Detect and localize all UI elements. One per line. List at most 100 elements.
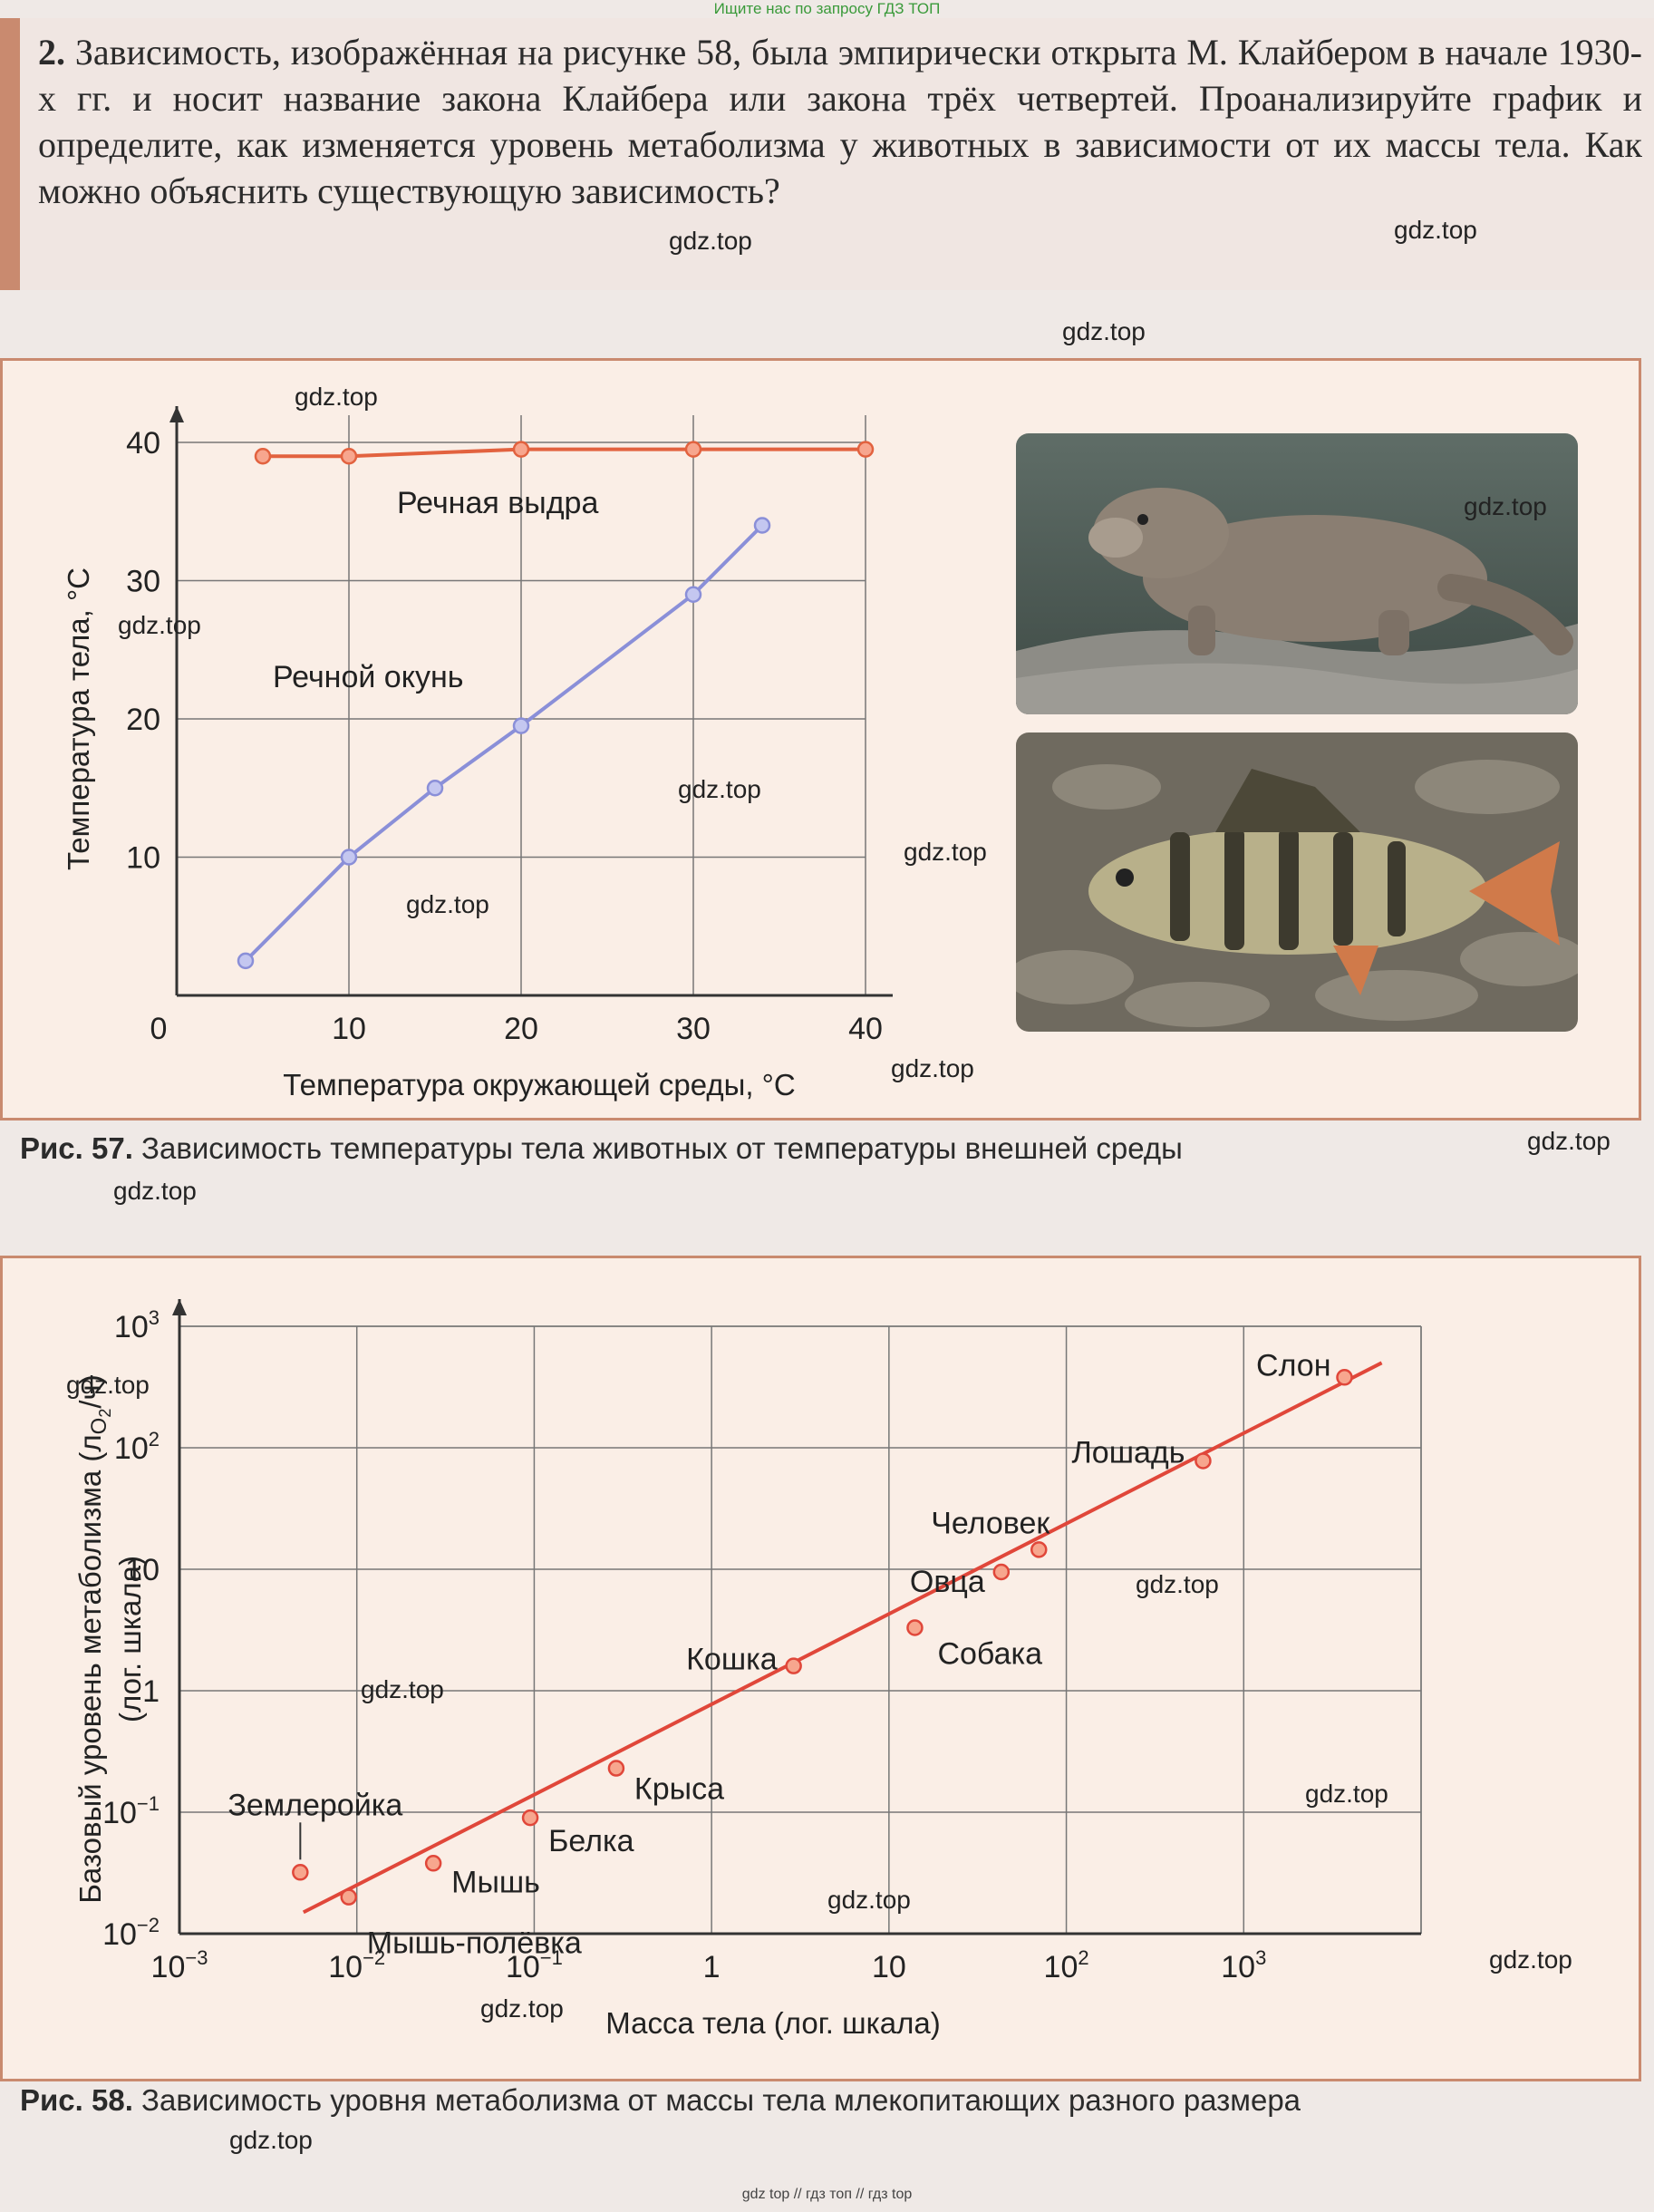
task-body: Зависимость, изображённая на рисунке 58,…: [38, 32, 1643, 211]
data-point: [512, 441, 530, 458]
figure-58-caption-number: Рис. 58.: [20, 2083, 133, 2117]
y-tick-label: 20: [126, 703, 160, 737]
y-tick-label: 30: [126, 565, 160, 599]
figure-58-caption-text: Зависимость уровня метаболизма от массы …: [141, 2083, 1301, 2117]
data-point: [785, 1657, 802, 1674]
otter-illustration: [1016, 433, 1578, 714]
y-tick-base: 10: [102, 1796, 137, 1830]
figure-58-chart: 10−3 10−2 10−1 1 10 102 10310−210−1110102103Ма…: [73, 1299, 1422, 2040]
y-tick-label: 10−1: [102, 1792, 160, 1830]
y-tick-base: 1: [142, 1674, 160, 1709]
y-tick-label: 10: [126, 841, 160, 876]
y-axis-label: Температура тела, °C: [62, 568, 95, 870]
watermark: gdz.top: [113, 1177, 197, 1205]
figure-57-caption: Рис. 57. Зависимость температуры тела жи…: [20, 1131, 1183, 1166]
otter-photo: [1016, 433, 1578, 714]
data-point: [521, 1809, 539, 1827]
header-note: Ищите нас по запросу ГДЗ ТОП: [713, 0, 941, 17]
y-tick-base: 10: [125, 1553, 160, 1587]
y-tick-exponent: −2: [137, 1914, 160, 1936]
y-axis-label-end: /ч): [73, 1374, 107, 1408]
point-label: Слон: [1256, 1348, 1330, 1382]
x-axis-label: Масса тела (лог. шкала): [605, 2006, 940, 2040]
x-tick-label: 30: [676, 1012, 711, 1046]
watermark: gdz.top: [295, 383, 378, 411]
x-tick-base: 1: [703, 1950, 721, 1984]
y-tick-base: 10: [102, 1917, 137, 1952]
y-tick-label: 10: [125, 1553, 160, 1587]
x-tick-label: 1: [703, 1950, 721, 1984]
x-tick-label: 10: [872, 1950, 906, 1984]
x-tick-exponent: 2: [1078, 1946, 1088, 1969]
watermark: gdz.top: [66, 1371, 150, 1399]
figure-57-panel: 0 10 20 30 40 10 20 30 40 Температура окружающей …: [0, 358, 1641, 1121]
point-label: Крыса: [634, 1772, 724, 1807]
data-point: [340, 849, 358, 866]
x-tick-label: 10−2: [328, 1946, 385, 1984]
data-point: [856, 441, 875, 458]
x-tick-label: 10: [332, 1012, 366, 1046]
watermark: gdz.top: [118, 611, 201, 639]
x-tick-label: 40: [848, 1012, 883, 1046]
watermark: gdz.top: [904, 838, 987, 866]
perch-photo: [1016, 732, 1578, 1032]
y-axis-label-line1: Базовый уровень метаболизма (лО2/ч): [73, 1374, 114, 1903]
watermark: gdz.top: [1489, 1945, 1572, 1974]
y-tick-base: 10: [114, 1431, 149, 1466]
x-tick-base: 10: [328, 1950, 363, 1984]
footer-note: gdz top // гдз топ // гдз top: [741, 2187, 913, 2202]
figure-58-caption: Рис. 58. Зависимость уровня метаболизма …: [20, 2079, 1488, 2122]
watermark: gdz.top: [1136, 1570, 1219, 1598]
point-label: Собака: [937, 1637, 1042, 1672]
task-text: 2. Зависимость, изображённая на рисунке …: [38, 29, 1642, 214]
data-point: [992, 1563, 1011, 1581]
watermark: gdz.top: [678, 775, 761, 803]
x-tick-label: 103: [1221, 1946, 1266, 1984]
point-label: Белка: [548, 1824, 634, 1858]
y-axis-label-text: Базовый уровень метаболизма (л: [73, 1434, 107, 1903]
x-tick-label: 10−3: [151, 1946, 208, 1984]
watermark: gdz.top: [406, 890, 489, 918]
x-tick-exponent: −1: [540, 1946, 563, 1969]
series-line: [244, 524, 764, 963]
figure-57-caption-text: Зависимость температуры тела животных от…: [141, 1131, 1183, 1165]
y-tick-base: 10: [114, 1310, 149, 1344]
y-axis-label-line2: (лог. шкала): [113, 1556, 147, 1722]
data-point: [426, 780, 444, 797]
y-tick-exponent: −1: [137, 1792, 160, 1815]
x-tick-base: 10: [872, 1950, 906, 1984]
watermark: gdz.top: [1527, 1127, 1610, 1155]
series-label-perch: Речной окунь: [273, 660, 463, 694]
watermark: gdz.top: [891, 1054, 974, 1082]
data-point: [1195, 1452, 1212, 1470]
x-tick-label: 10−1: [506, 1946, 563, 1984]
watermark: gdz.top: [1305, 1780, 1388, 1808]
y-axis-arrow: [172, 1299, 187, 1315]
point-label: Человек: [931, 1506, 1050, 1540]
x-axis-label: Температура окружающей среды, °C: [283, 1068, 795, 1101]
x-tick-label: 0: [150, 1012, 168, 1046]
point-label: Овца: [910, 1565, 985, 1599]
figure-57-chart: 0 10 20 30 40 10 20 30 40 Температура окружающей …: [62, 406, 893, 1101]
y-axis-arrow: [169, 406, 184, 422]
y-axis-label-subscript: О: [87, 1418, 111, 1435]
data-point: [1336, 1369, 1353, 1386]
x-tick-base: 10: [1221, 1950, 1255, 1984]
data-point: [684, 586, 702, 603]
task-block: 2. Зависимость, изображённая на рисунке …: [0, 18, 1654, 290]
data-point: [753, 517, 771, 534]
x-tick-base: 10: [506, 1950, 540, 1984]
watermark: gdz.top: [1062, 317, 1146, 345]
task-number: 2.: [38, 32, 65, 73]
watermark: gdz.top: [480, 1994, 564, 2023]
point-label: Мышь-полёвка: [367, 1926, 582, 1961]
data-point: [1030, 1541, 1048, 1558]
x-tick-base: 10: [151, 1950, 186, 1984]
x-tick-label: 20: [504, 1012, 538, 1046]
data-point: [684, 441, 702, 458]
point-label: Мышь: [451, 1865, 540, 1899]
data-point: [340, 448, 358, 465]
y-tick-exponent: 3: [149, 1306, 160, 1329]
watermark: gdz.top: [229, 2126, 313, 2154]
data-point: [512, 717, 530, 734]
